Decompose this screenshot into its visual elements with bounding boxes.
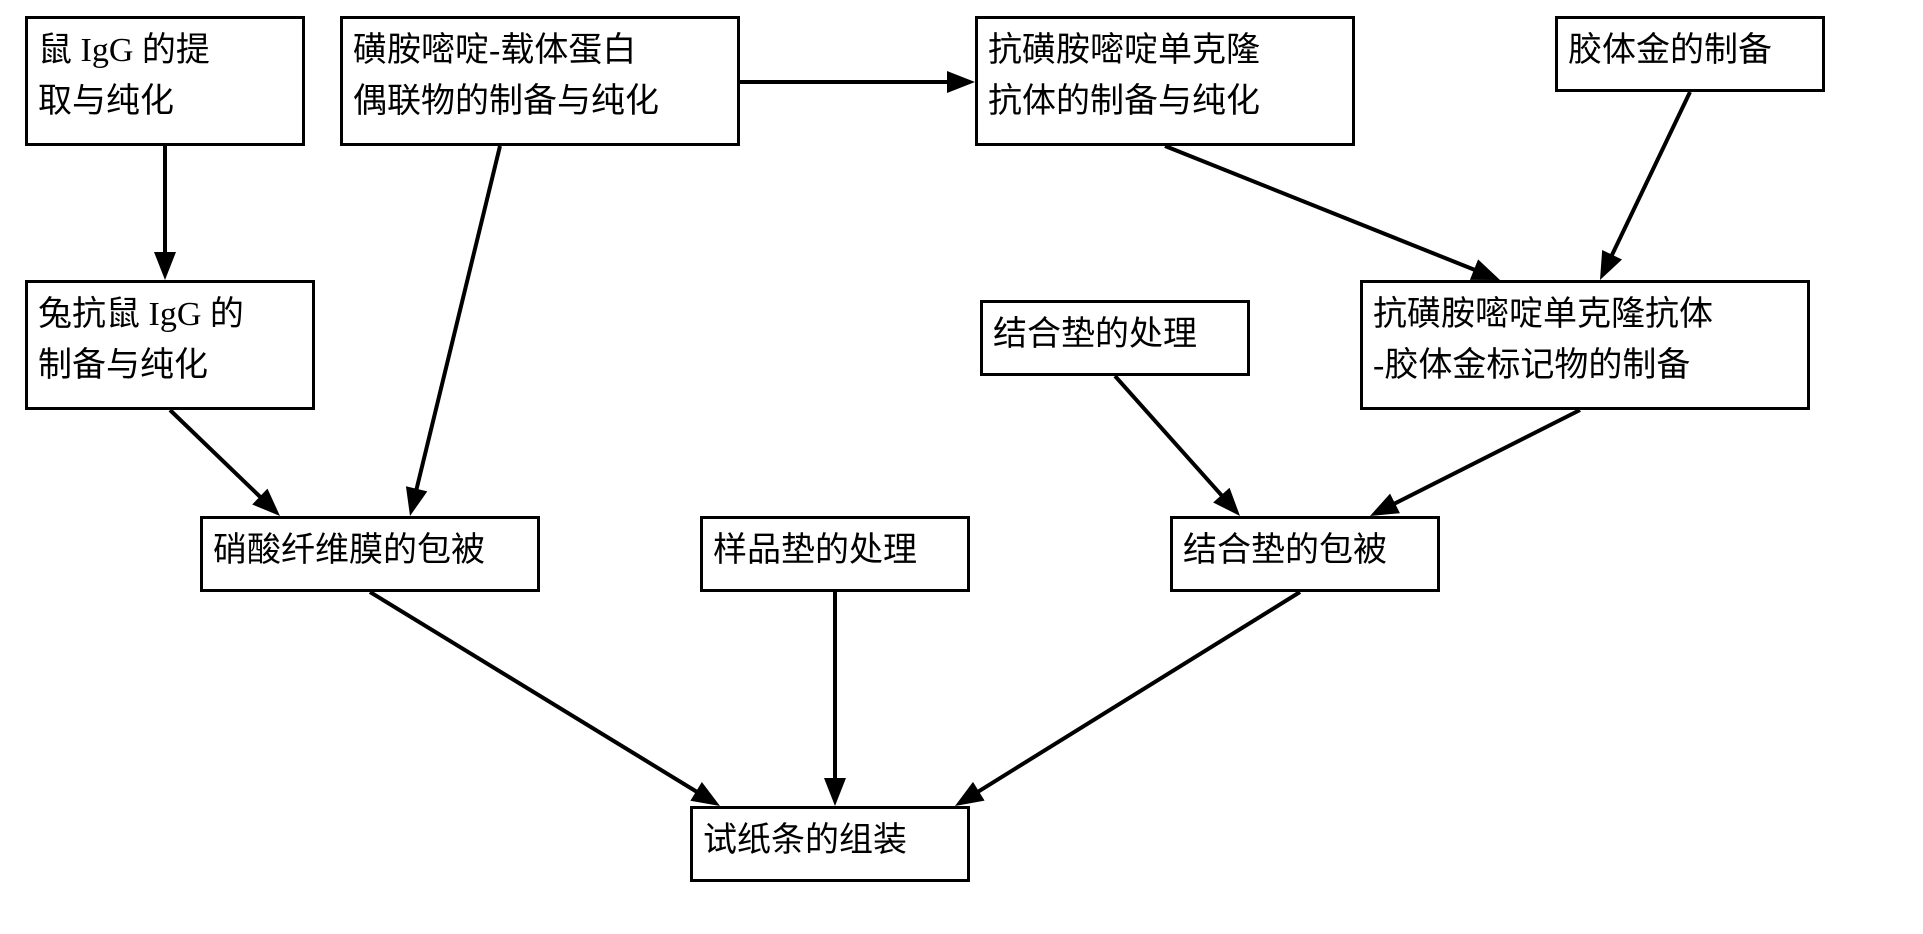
edge-arrowhead bbox=[154, 252, 176, 280]
edge-line bbox=[969, 592, 1300, 797]
edge-arrowhead bbox=[406, 486, 427, 516]
edge-line bbox=[1115, 376, 1229, 503]
node-rabbit_anti: 兔抗鼠 IgG 的 制备与纯化 bbox=[25, 280, 315, 410]
node-mab_prep: 抗磺胺嘧啶单克隆 抗体的制备与纯化 bbox=[975, 16, 1355, 146]
edge-arrowhead bbox=[824, 778, 846, 806]
edge-arrowhead bbox=[947, 71, 975, 93]
node-mouse_igg: 鼠 IgG 的提 取与纯化 bbox=[25, 16, 305, 146]
node-gold_label: 抗磺胺嘧啶单克隆抗体 -胶体金标记物的制备 bbox=[1360, 280, 1810, 410]
node-pad_treat: 结合垫的处理 bbox=[980, 300, 1250, 376]
node-assembly: 试纸条的组装 bbox=[690, 806, 970, 882]
node-sample_pad: 样品垫的处理 bbox=[700, 516, 970, 592]
edge-arrowhead bbox=[955, 782, 985, 806]
edge-line bbox=[414, 146, 500, 500]
node-nc_coat: 硝酸纤维膜的包被 bbox=[200, 516, 540, 592]
edge-line bbox=[370, 592, 706, 797]
node-bind_pad_coat: 结合垫的包被 bbox=[1170, 516, 1440, 592]
flowchart-canvas: 鼠 IgG 的提 取与纯化磺胺嘧啶-载体蛋白 偶联物的制备与纯化抗磺胺嘧啶单克隆… bbox=[0, 0, 1923, 934]
edge-arrowhead bbox=[1370, 494, 1400, 516]
node-gold_prep: 胶体金的制备 bbox=[1555, 16, 1825, 92]
edge-line bbox=[170, 410, 268, 504]
node-conjugate_prep: 磺胺嘧啶-载体蛋白 偶联物的制备与纯化 bbox=[340, 16, 740, 146]
edge-line bbox=[1165, 146, 1484, 274]
edge-line bbox=[1385, 410, 1580, 508]
edge-arrowhead bbox=[1213, 488, 1240, 516]
edge-arrowhead bbox=[1470, 259, 1500, 280]
edge-arrowhead bbox=[690, 782, 720, 806]
edge-arrowhead bbox=[252, 489, 280, 516]
edge-line bbox=[1607, 92, 1690, 265]
edge-arrowhead bbox=[1600, 250, 1622, 280]
